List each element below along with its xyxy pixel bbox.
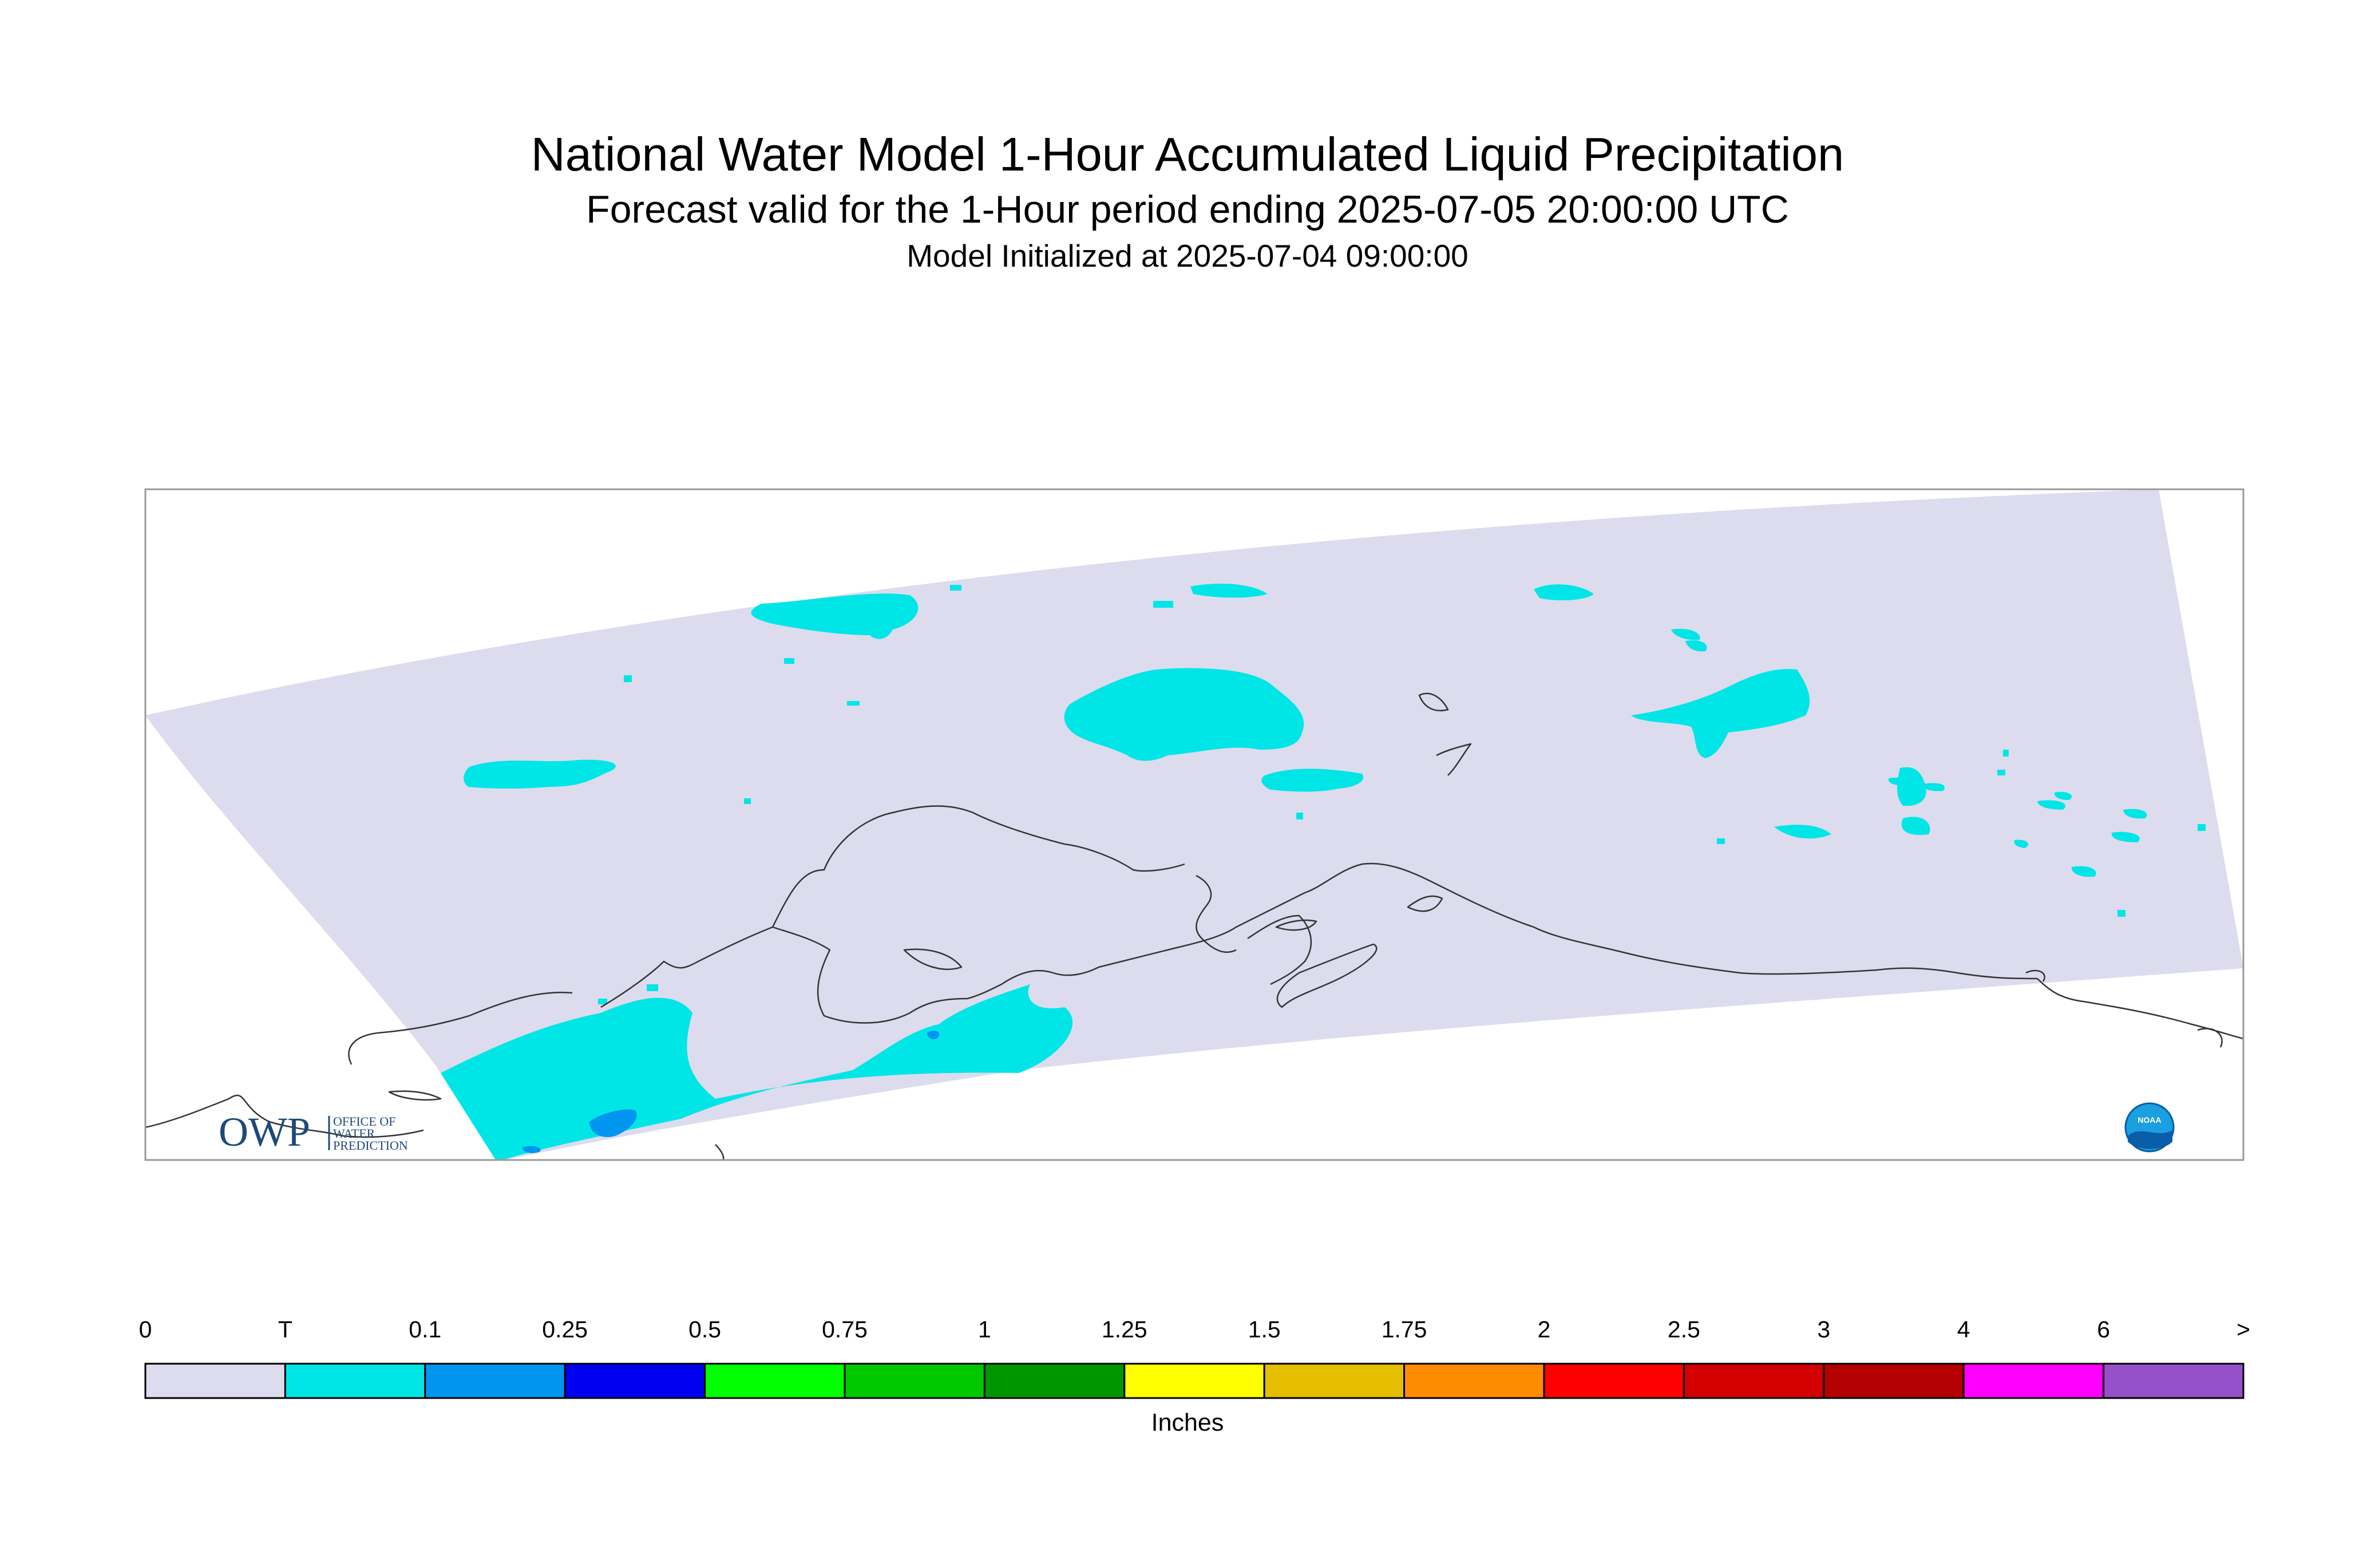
owp-logo-line2: WATER bbox=[333, 1126, 375, 1141]
legend-tick-label: 0.75 bbox=[822, 1316, 868, 1343]
legend-color-box bbox=[1123, 1363, 1265, 1399]
legend-tick-label: 2.5 bbox=[1667, 1316, 1700, 1343]
legend-color-box bbox=[144, 1363, 286, 1399]
owp-logo-line1: OFFICE OF bbox=[333, 1114, 395, 1129]
legend-color-box bbox=[1962, 1363, 2105, 1399]
legend-tick-label: 0.25 bbox=[542, 1316, 588, 1343]
legend-tick-label: 2 bbox=[1537, 1316, 1551, 1343]
legend-tick-label: 3 bbox=[1817, 1316, 1831, 1343]
legend-color-box bbox=[424, 1363, 566, 1399]
model-domain bbox=[145, 489, 2243, 1160]
map-frame bbox=[144, 488, 2245, 1161]
owp-logo-line3: PREDICTION bbox=[333, 1138, 408, 1153]
init-time: Model Initialized at 2025-07-04 09:00:00 bbox=[907, 238, 1468, 274]
legend-units: Inches bbox=[1151, 1409, 1224, 1436]
legend-color-box bbox=[983, 1363, 1126, 1399]
legend-tick-label: 0.1 bbox=[409, 1316, 442, 1343]
legend-tick-label: 1.75 bbox=[1381, 1316, 1427, 1343]
legend-color-box bbox=[1823, 1363, 1965, 1399]
map-title: National Water Model 1-Hour Accumulated … bbox=[531, 128, 1844, 181]
legend-color-box bbox=[844, 1363, 985, 1399]
legend-color-box bbox=[1263, 1363, 1406, 1399]
legend-tick-label: 0 bbox=[138, 1316, 152, 1343]
legend-tick-label: 1 bbox=[977, 1316, 991, 1343]
legend-tick-label: 1.25 bbox=[1101, 1316, 1147, 1343]
legend-color-box bbox=[704, 1363, 846, 1399]
legend-color-box bbox=[564, 1363, 706, 1399]
legend-color-box bbox=[284, 1363, 426, 1399]
legend-tick-label: 4 bbox=[1957, 1316, 1970, 1343]
owp-logo: OWP OFFICE OF WATER PREDICTION bbox=[219, 1109, 408, 1155]
legend-color-box bbox=[1403, 1363, 1545, 1399]
trace-precip-areas bbox=[441, 583, 2206, 1160]
noaa-logo-text: NOAA bbox=[2138, 1115, 2161, 1124]
owp-logo-mark: OWP bbox=[219, 1109, 310, 1155]
legend-color-box bbox=[1543, 1363, 1685, 1399]
map-subtitle: Forecast valid for the 1-Hour period end… bbox=[586, 188, 1789, 231]
legend-tick-label: 1.5 bbox=[1248, 1316, 1281, 1343]
noaa-logo: NOAA bbox=[2124, 1102, 2175, 1153]
legend-tick-label: T bbox=[278, 1316, 292, 1343]
legend-color-box bbox=[2103, 1363, 2245, 1399]
light-precip-areas bbox=[522, 1030, 939, 1154]
legend-tick-label: 0.5 bbox=[688, 1316, 722, 1343]
coastlines bbox=[145, 692, 2243, 1160]
legend-tick-label: > bbox=[2237, 1316, 2250, 1343]
legend-color-box bbox=[1683, 1363, 1825, 1399]
legend-tick-label: 6 bbox=[2097, 1316, 2110, 1343]
